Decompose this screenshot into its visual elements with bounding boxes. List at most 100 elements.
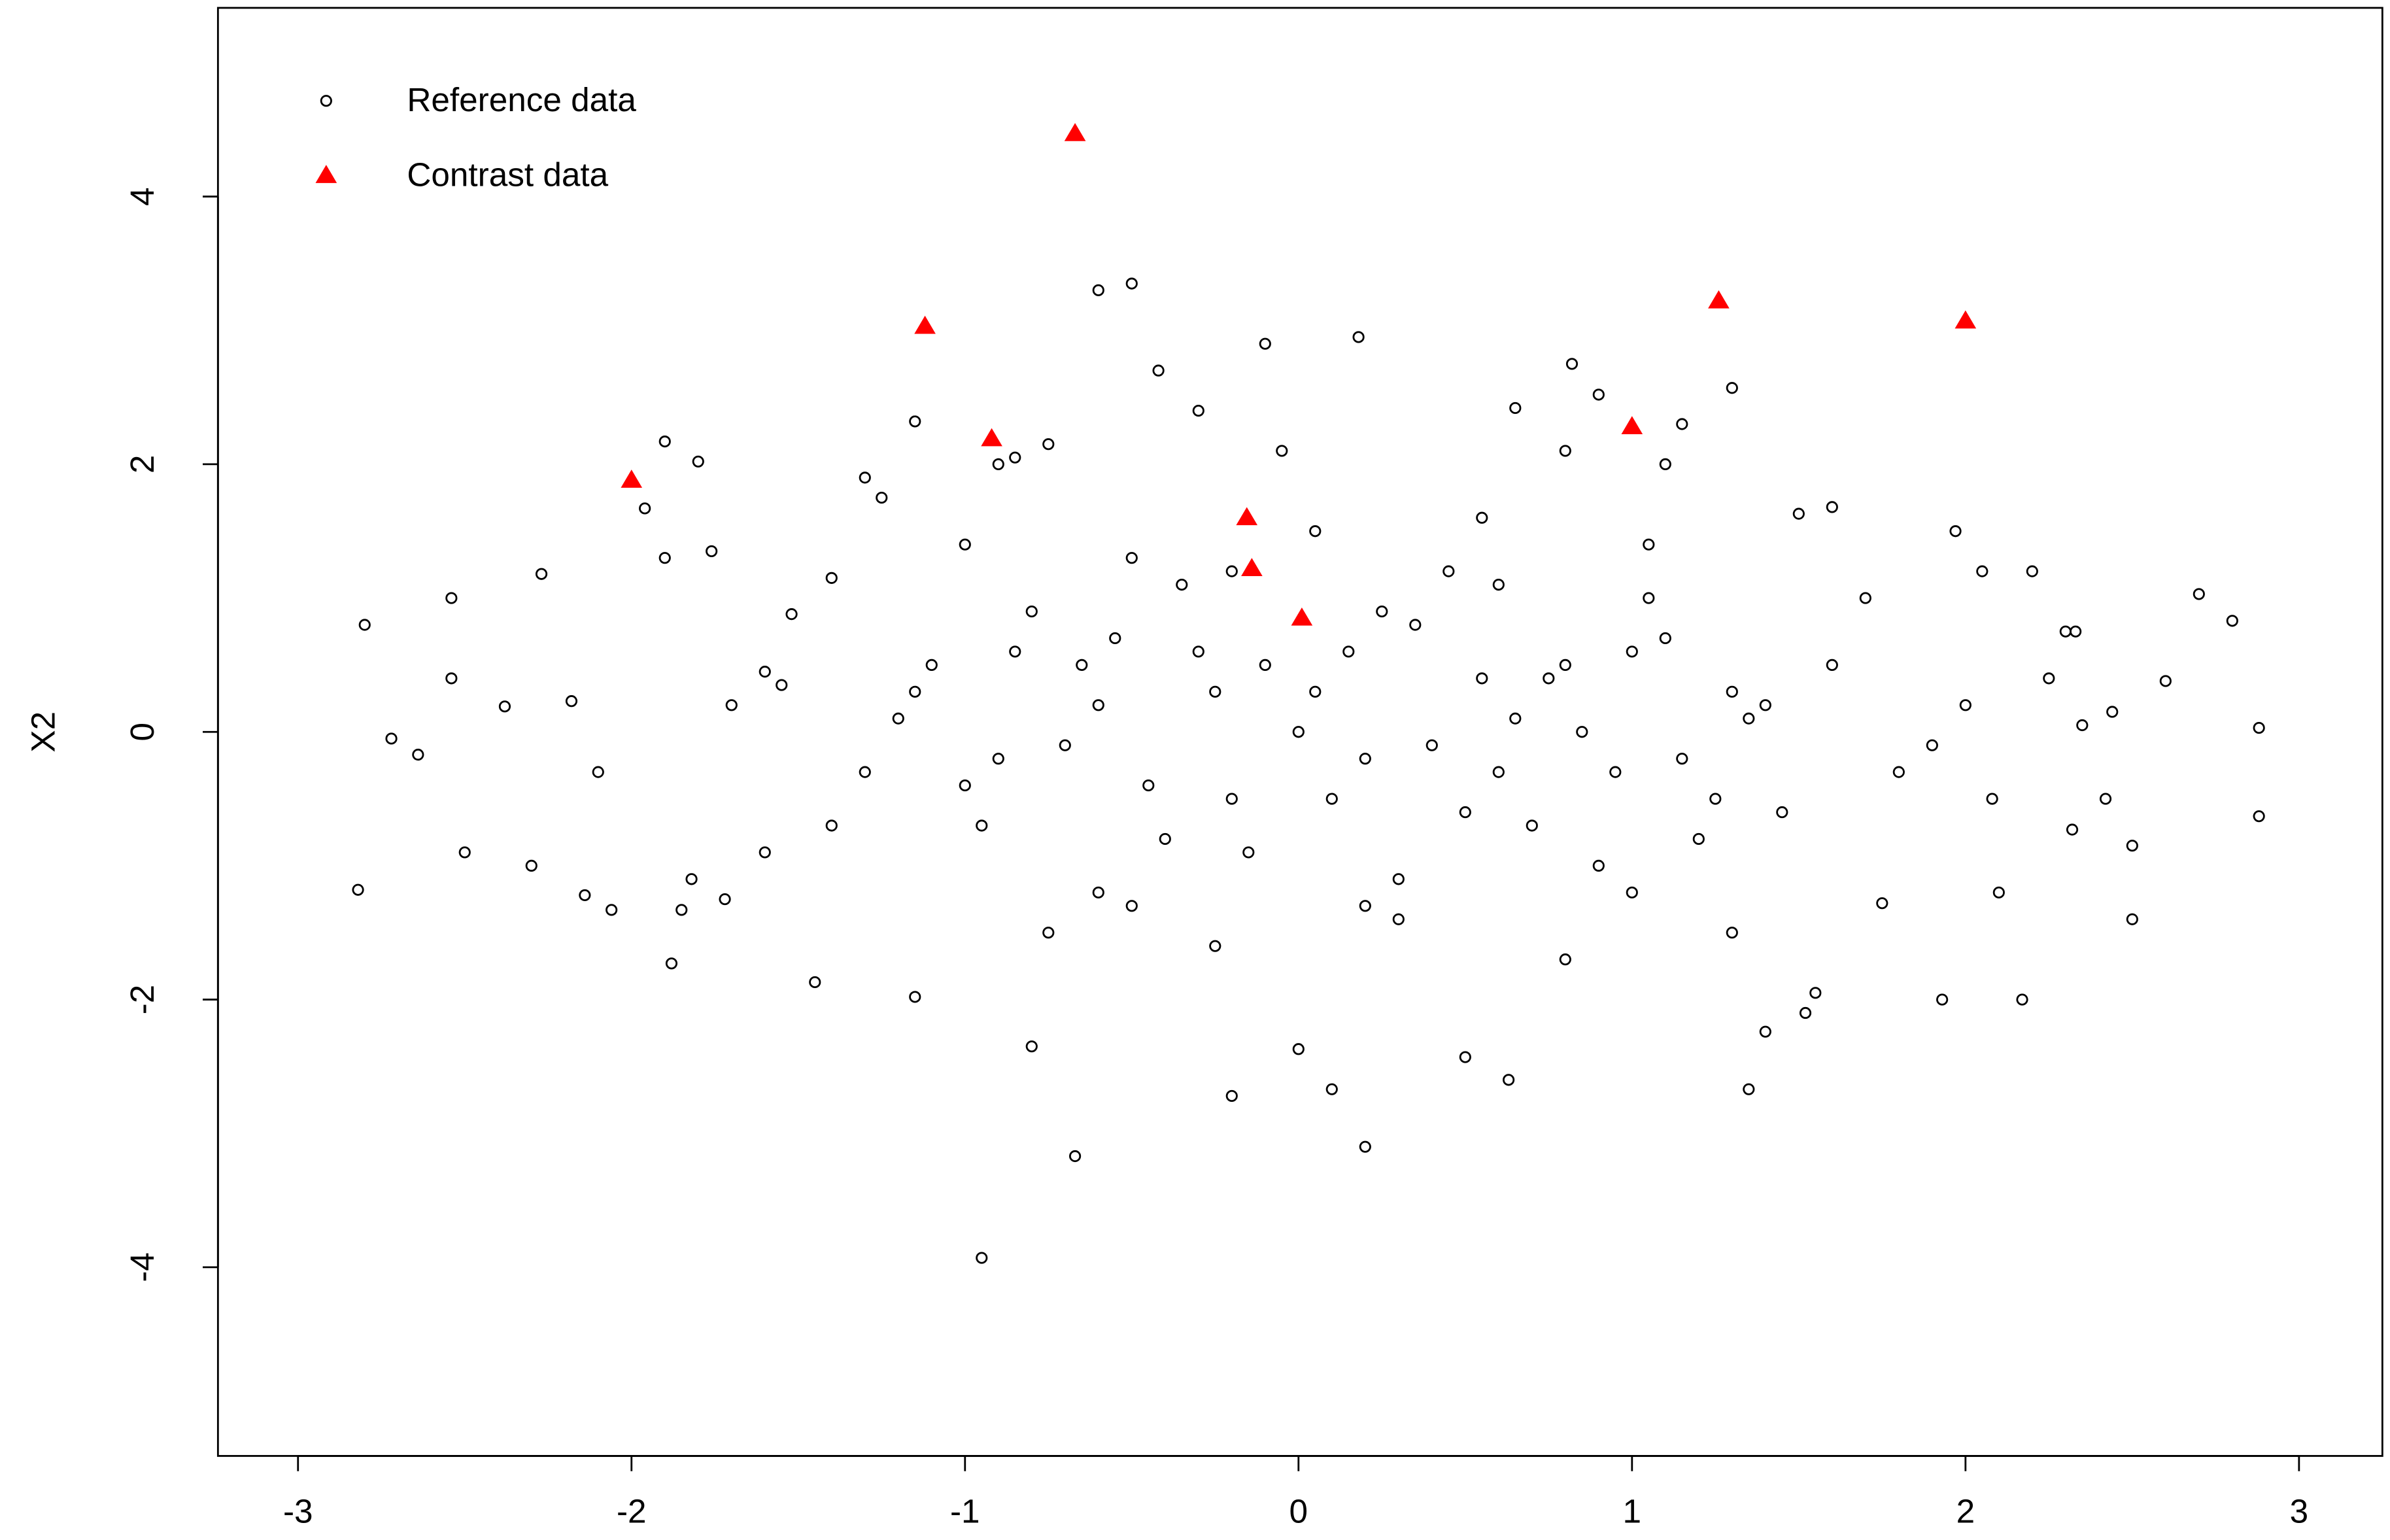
point [1709,793,1722,805]
point [825,819,838,832]
point [992,753,1004,765]
point [1826,501,1838,513]
y-tick-label: 0 [124,723,161,742]
point [1926,739,1938,751]
point [1759,1025,1771,1038]
point [1955,310,1977,329]
point [1986,793,1998,805]
point [1576,726,1588,738]
point [412,748,424,761]
point [1192,404,1204,417]
point [1292,726,1305,738]
point [1492,579,1505,591]
point [1276,445,1288,457]
point [1259,659,1271,671]
point [859,766,871,778]
point [1743,1083,1755,1095]
y-axis-label: X2 [24,711,61,753]
point [1342,645,1355,658]
point [445,592,458,604]
point [1559,953,1571,966]
point [1392,913,1405,925]
point [1949,525,1962,538]
point [1325,793,1338,805]
point [639,502,651,515]
point [1459,1051,1471,1063]
point [579,889,591,902]
point [1152,364,1165,377]
point [685,873,698,885]
legend-label: Contrast data [407,156,608,193]
point [1826,659,1838,671]
point [2026,565,2038,577]
point [1708,290,1730,309]
point [1459,806,1471,819]
point [352,883,364,896]
point [2126,840,2138,852]
point [1892,766,1905,778]
point [1042,927,1055,939]
point [606,904,618,916]
point [1659,458,1671,470]
point [2076,719,2089,732]
point [1809,987,1822,999]
point [2043,672,2055,685]
point [909,685,921,698]
point [665,957,678,970]
x-tick-label: -2 [617,1493,647,1530]
point [1492,766,1505,778]
point [675,904,688,916]
legend-symbol [315,165,337,183]
point [1409,619,1422,631]
point [1292,1043,1305,1055]
point [1676,418,1688,430]
point [1125,277,1138,290]
point [1626,645,1638,658]
point [2159,675,2172,687]
point [1643,538,1655,551]
point [2126,913,2138,925]
point [1565,358,1579,370]
point [1743,712,1755,725]
y-tick-label: -2 [124,985,161,1015]
point [2066,823,2079,836]
point [1291,607,1313,626]
point [385,732,398,745]
point [1476,511,1488,524]
point [706,545,718,558]
point [1792,507,1805,520]
point [1241,558,1263,576]
point [909,991,921,1003]
point [1476,672,1488,685]
point [1376,605,1388,618]
point [458,846,471,859]
point [976,819,988,832]
point [719,893,731,906]
point [1799,1006,1812,1019]
point [1976,565,1989,577]
point [1759,699,1771,711]
point [1726,927,1738,939]
point [2253,810,2265,823]
point [1092,699,1104,711]
x-tick-label: -3 [283,1493,313,1530]
point [1064,123,1086,141]
point [1059,739,1071,751]
x-tick-label: 1 [1623,1493,1642,1530]
y-tick-label: 2 [124,455,161,474]
point [1325,1083,1338,1095]
point [1543,672,1555,685]
point [825,572,838,584]
point [1042,438,1055,451]
point [1092,284,1104,296]
point [2226,615,2238,627]
point [1025,1040,1038,1053]
point [759,846,771,859]
point [1959,699,1972,711]
point [981,428,1002,447]
x-tick-label: 2 [1956,1493,1975,1530]
point [1359,753,1371,765]
point [525,859,538,872]
point [776,679,788,691]
